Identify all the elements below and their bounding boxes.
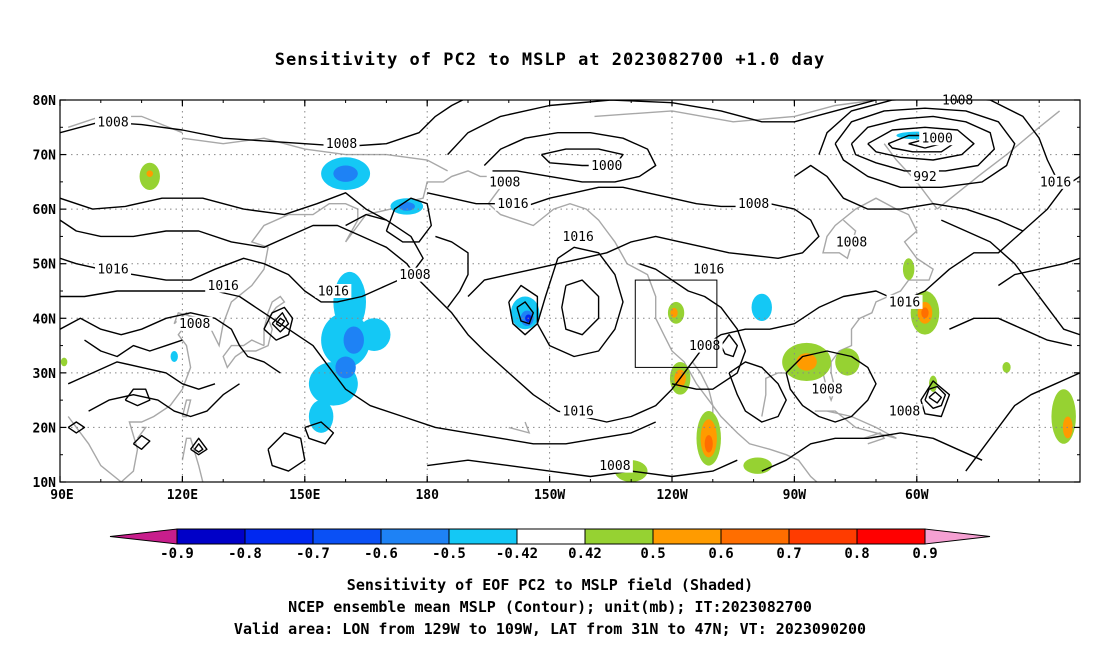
colorbar-label: -0.42 bbox=[496, 546, 538, 562]
lat-tick-label: 30N bbox=[33, 367, 57, 382]
contour-label: 1000 bbox=[591, 159, 622, 174]
mslp-contours bbox=[60, 100, 1080, 478]
contour-label: 1008 bbox=[326, 137, 357, 152]
contour-label: 1016 bbox=[1040, 175, 1071, 190]
colorbar-label: -0.6 bbox=[364, 546, 398, 562]
lon-axis: 90E 120E 150E 180 150W 120W 90W 60W bbox=[50, 100, 1081, 503]
colorbar-label: 0.6 bbox=[708, 546, 733, 562]
colorbar-label: 0.8 bbox=[844, 546, 869, 562]
contour-label: 1000 bbox=[922, 132, 953, 147]
colorbar-label: -0.9 bbox=[160, 546, 194, 562]
colorbar-swatch bbox=[720, 528, 790, 545]
contour-label: 1016 bbox=[563, 230, 594, 245]
lat-tick-label: 20N bbox=[33, 421, 57, 436]
contour-label: 1016 bbox=[889, 295, 920, 310]
lon-tick-label: 60W bbox=[905, 488, 929, 503]
colorbar-swatch bbox=[652, 528, 722, 545]
contour-label: 1016 bbox=[563, 405, 594, 420]
contour-label: 1016 bbox=[497, 197, 528, 212]
lat-tick-label: 10N bbox=[33, 476, 57, 491]
valid-area-box bbox=[634, 279, 718, 368]
lon-tick-label: 90E bbox=[50, 488, 73, 503]
colorbar-swatch bbox=[584, 528, 654, 545]
caption-line-1: Sensitivity of EOF PC2 to MSLP field (Sh… bbox=[346, 576, 754, 594]
colorbar-label: -0.7 bbox=[296, 546, 330, 562]
colorbar-swatch bbox=[788, 528, 858, 545]
contour-label: 1008 bbox=[489, 175, 520, 190]
lon-tick-label: 150E bbox=[289, 488, 320, 503]
contour-label: 1016 bbox=[208, 279, 239, 294]
map-title: Sensitivity of PC2 to MSLP at 2023082700… bbox=[274, 50, 826, 70]
colorbar-label: 0.7 bbox=[776, 546, 801, 562]
contour-label: 1016 bbox=[97, 263, 128, 278]
lon-tick-label: 120W bbox=[656, 488, 687, 503]
lon-tick-label: 180 bbox=[415, 488, 439, 503]
lon-tick-label: 90W bbox=[783, 488, 807, 503]
colorbar-swatch bbox=[856, 528, 926, 545]
colorbar-label: -0.8 bbox=[228, 546, 262, 562]
colorbar-label: 0.9 bbox=[912, 546, 937, 562]
colorbar-swatch bbox=[312, 528, 382, 545]
lat-tick-label: 80N bbox=[33, 94, 57, 109]
contour-label: 1016 bbox=[693, 263, 724, 278]
colorbar-swatch bbox=[176, 528, 246, 545]
contour-label: 1008 bbox=[836, 235, 867, 250]
colorbar-label: -0.5 bbox=[432, 546, 466, 562]
contour-label: 1008 bbox=[738, 197, 769, 212]
lon-tick-label: 120E bbox=[167, 488, 198, 503]
colorbar-swatch bbox=[244, 528, 314, 545]
caption: Sensitivity of EOF PC2 to MSLP field (Sh… bbox=[0, 574, 1100, 640]
contour-label: 1008 bbox=[179, 317, 210, 332]
lat-axis: 80N 70N 60N 50N 40N 30N 20N 10N bbox=[33, 94, 1080, 491]
contour-label: 1008 bbox=[599, 459, 630, 474]
lat-tick-label: 60N bbox=[33, 203, 57, 218]
colorbar-swatch bbox=[380, 528, 450, 545]
caption-line-2: NCEP ensemble mean MSLP (Contour); unit(… bbox=[288, 598, 812, 616]
lat-tick-label: 40N bbox=[33, 312, 57, 327]
colorbar-label: 0.42 bbox=[568, 546, 602, 562]
contour-label: 1008 bbox=[811, 383, 842, 398]
contour-label: 1008 bbox=[97, 115, 128, 130]
lat-tick-label: 50N bbox=[33, 258, 57, 273]
colorbar-swatch bbox=[448, 528, 518, 545]
caption-line-3: Valid area: LON from 129W to 109W, LAT f… bbox=[233, 620, 867, 638]
colorbar-label: 0.5 bbox=[640, 546, 665, 562]
colorbar-swatch bbox=[516, 528, 586, 545]
contour-label: 1008 bbox=[689, 339, 720, 354]
contour-label: 1016 bbox=[318, 285, 349, 300]
contour-labels: 1008 1008 1000 1008 1000 992 1016 1008 1016 1008 1… bbox=[95, 93, 1074, 474]
lat-tick-label: 70N bbox=[33, 149, 57, 164]
lon-tick-label: 150W bbox=[534, 488, 565, 503]
contour-label: 1008 bbox=[889, 405, 920, 420]
contour-label: 992 bbox=[913, 170, 936, 185]
contour-label: 1008 bbox=[399, 268, 430, 283]
colorbar: -0.9 -0.8 -0.7 -0.6 -0.5 -0.42 0.42 0.5 0.6 0.7 0.… bbox=[109, 528, 991, 562]
